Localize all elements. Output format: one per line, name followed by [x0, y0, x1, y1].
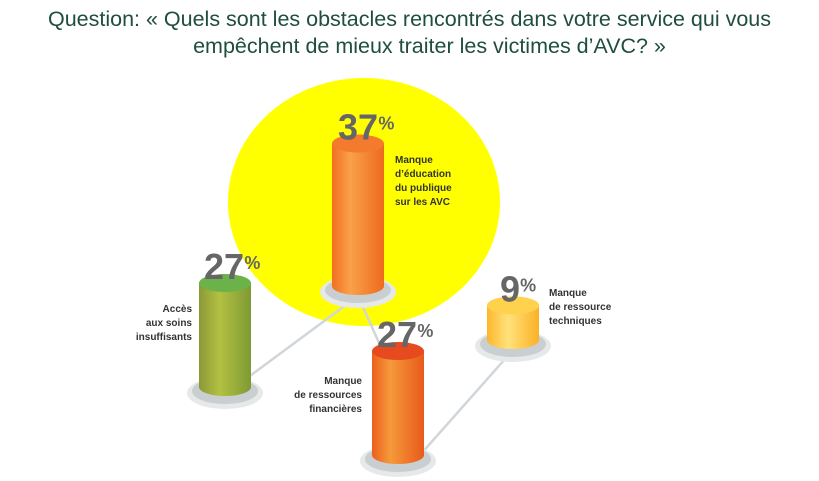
bar-4: 9% Manque de ressource techniques [475, 268, 612, 362]
bar-category-label-line: techniques [549, 316, 602, 327]
bar-body [372, 351, 424, 464]
bar-3: 27 % Manque de ressources financières [294, 314, 436, 477]
bar-value-percent-sign: % [378, 114, 394, 134]
bar-2: 27 % Accès aux soins insuffisants [136, 246, 263, 409]
bar-value-percent-sign: % [520, 275, 536, 295]
bar-value-percent-sign: % [417, 321, 433, 341]
bar-top [332, 134, 384, 153]
bar-category-label-line: de ressources [294, 390, 362, 401]
bar-category-label: Accès aux soins insuffisants [136, 304, 193, 343]
question-line-1: Question: « Quels sont les obstacles ren… [47, 7, 771, 31]
bar-value-label: 9 [500, 268, 520, 309]
bar-top [487, 296, 539, 315]
bar-category-label-line: de ressource [549, 302, 612, 313]
connector-line [234, 294, 359, 389]
bar-1: 37 % Manque d’éducation du publique sur les A… [320, 107, 452, 308]
bar-value-label: 27 [377, 314, 417, 355]
bar-category-label-line: insuffisants [136, 332, 193, 343]
bar-category-label-line: Manque [395, 155, 433, 166]
bar-category-label-line: Accès [163, 304, 193, 315]
bar-body [487, 305, 539, 349]
bar-value-percent-sign: % [244, 253, 260, 273]
bar-category-label-line: Manque [324, 376, 362, 387]
bar-category-label-line: sur les AVC [395, 197, 450, 208]
bar-top [199, 274, 251, 293]
bar-category-label: Manque de ressource techniques [549, 288, 612, 327]
bar-top [372, 342, 424, 361]
bar-category-label-line: financières [309, 404, 362, 415]
bar-category-label-line: du publique [395, 183, 452, 194]
bar-body [332, 143, 384, 295]
question-line-2: empêchent de mieux traiter les victimes … [193, 34, 666, 58]
bar-category-label: Manque de ressources financières [294, 376, 362, 415]
connector-line [419, 349, 514, 456]
question-title: Question: « Quels sont les obstacles ren… [0, 6, 819, 60]
bar-category-label: Manque d’éducation du publique sur les AVC [395, 155, 452, 208]
bar-category-label-line: d’éducation [395, 169, 451, 180]
bar-category-label-line: aux soins [146, 318, 193, 329]
bar-body [199, 283, 251, 396]
bar-value-label: 27 [204, 246, 244, 287]
bar-category-label-line: Manque [549, 288, 587, 299]
bar-value-label: 37 [338, 107, 378, 148]
bars-group: 37 % Manque d’éducation du publique sur les A… [136, 107, 612, 477]
